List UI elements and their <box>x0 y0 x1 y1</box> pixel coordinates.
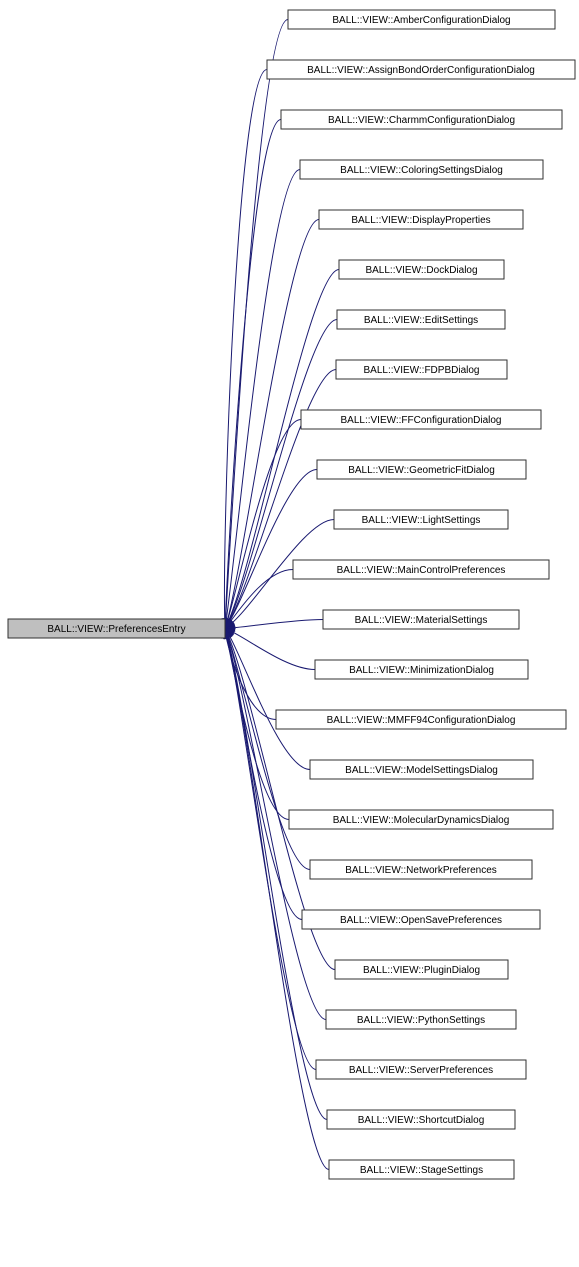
label-n2: BALL::VIEW::CharmmConfigurationDialog <box>328 115 515 126</box>
edge-n13 <box>225 629 315 670</box>
label-n19: BALL::VIEW::PluginDialog <box>363 965 480 976</box>
label-n21: BALL::VIEW::ServerPreferences <box>349 1065 493 1076</box>
label-n16: BALL::VIEW::MolecularDynamicsDialog <box>333 815 510 826</box>
label-n17: BALL::VIEW::NetworkPreferences <box>345 865 497 876</box>
label-n14: BALL::VIEW::MMFF94ConfigurationDialog <box>327 715 516 726</box>
label-n1: BALL::VIEW::AssignBondOrderConfiguration… <box>307 65 535 76</box>
label-n12: BALL::VIEW::MaterialSettings <box>355 615 488 626</box>
label-n7: BALL::VIEW::FDPBDialog <box>364 365 480 376</box>
label-n13: BALL::VIEW::MinimizationDialog <box>349 665 494 676</box>
edges-layer <box>221 20 339 1170</box>
label-n6: BALL::VIEW::EditSettings <box>364 315 478 326</box>
edge-n9 <box>225 470 317 629</box>
edge-n17 <box>225 629 310 870</box>
label-n22: BALL::VIEW::ShortcutDialog <box>358 1115 485 1126</box>
label-n5: BALL::VIEW::DockDialog <box>365 265 477 276</box>
label-n4: BALL::VIEW::DisplayProperties <box>351 215 490 226</box>
label-n20: BALL::VIEW::PythonSettings <box>357 1015 485 1026</box>
root-label: BALL::VIEW::PreferencesEntry <box>47 624 185 635</box>
edge-n1 <box>224 70 267 629</box>
label-n15: BALL::VIEW::ModelSettingsDialog <box>345 765 498 776</box>
label-n10: BALL::VIEW::LightSettings <box>362 515 481 526</box>
label-n0: BALL::VIEW::AmberConfigurationDialog <box>332 15 510 26</box>
label-n9: BALL::VIEW::GeometricFitDialog <box>348 465 495 476</box>
edge-n15 <box>225 629 310 770</box>
label-n8: BALL::VIEW::FFConfigurationDialog <box>340 415 501 426</box>
inheritance-graph: BALL::VIEW::PreferencesEntryBALL::VIEW::… <box>0 0 579 1267</box>
label-n3: BALL::VIEW::ColoringSettingsDialog <box>340 165 503 176</box>
edge-n7 <box>225 370 336 629</box>
label-n23: BALL::VIEW::StageSettings <box>360 1165 483 1176</box>
label-n11: BALL::VIEW::MainControlPreferences <box>337 565 506 576</box>
edge-n12 <box>225 620 323 629</box>
label-n18: BALL::VIEW::OpenSavePreferences <box>340 915 502 926</box>
edge-n3 <box>225 170 300 629</box>
